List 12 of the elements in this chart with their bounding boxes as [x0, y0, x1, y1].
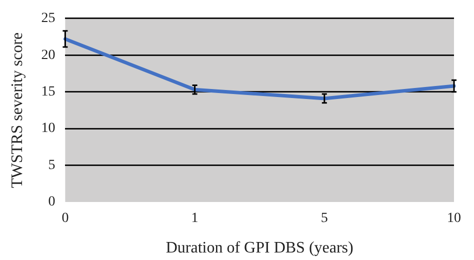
x-tick-label: 1 [191, 211, 198, 226]
x-axis-title: Duration of GPI DBS (years) [166, 240, 354, 257]
x-tick-label: 0 [62, 211, 69, 226]
y-tick-label: 15 [41, 84, 56, 100]
y-tick-label: 0 [48, 194, 56, 210]
y-tick-label: 5 [48, 158, 56, 173]
x-tick-label: 10 [447, 211, 461, 226]
y-tick-label: 25 [41, 11, 56, 26]
y-tick-label: 20 [41, 48, 56, 63]
y-tick-label: 10 [41, 121, 56, 136]
x-tick-label: 5 [320, 211, 328, 226]
y-axis-title: TWSTRS severity score [8, 32, 26, 188]
